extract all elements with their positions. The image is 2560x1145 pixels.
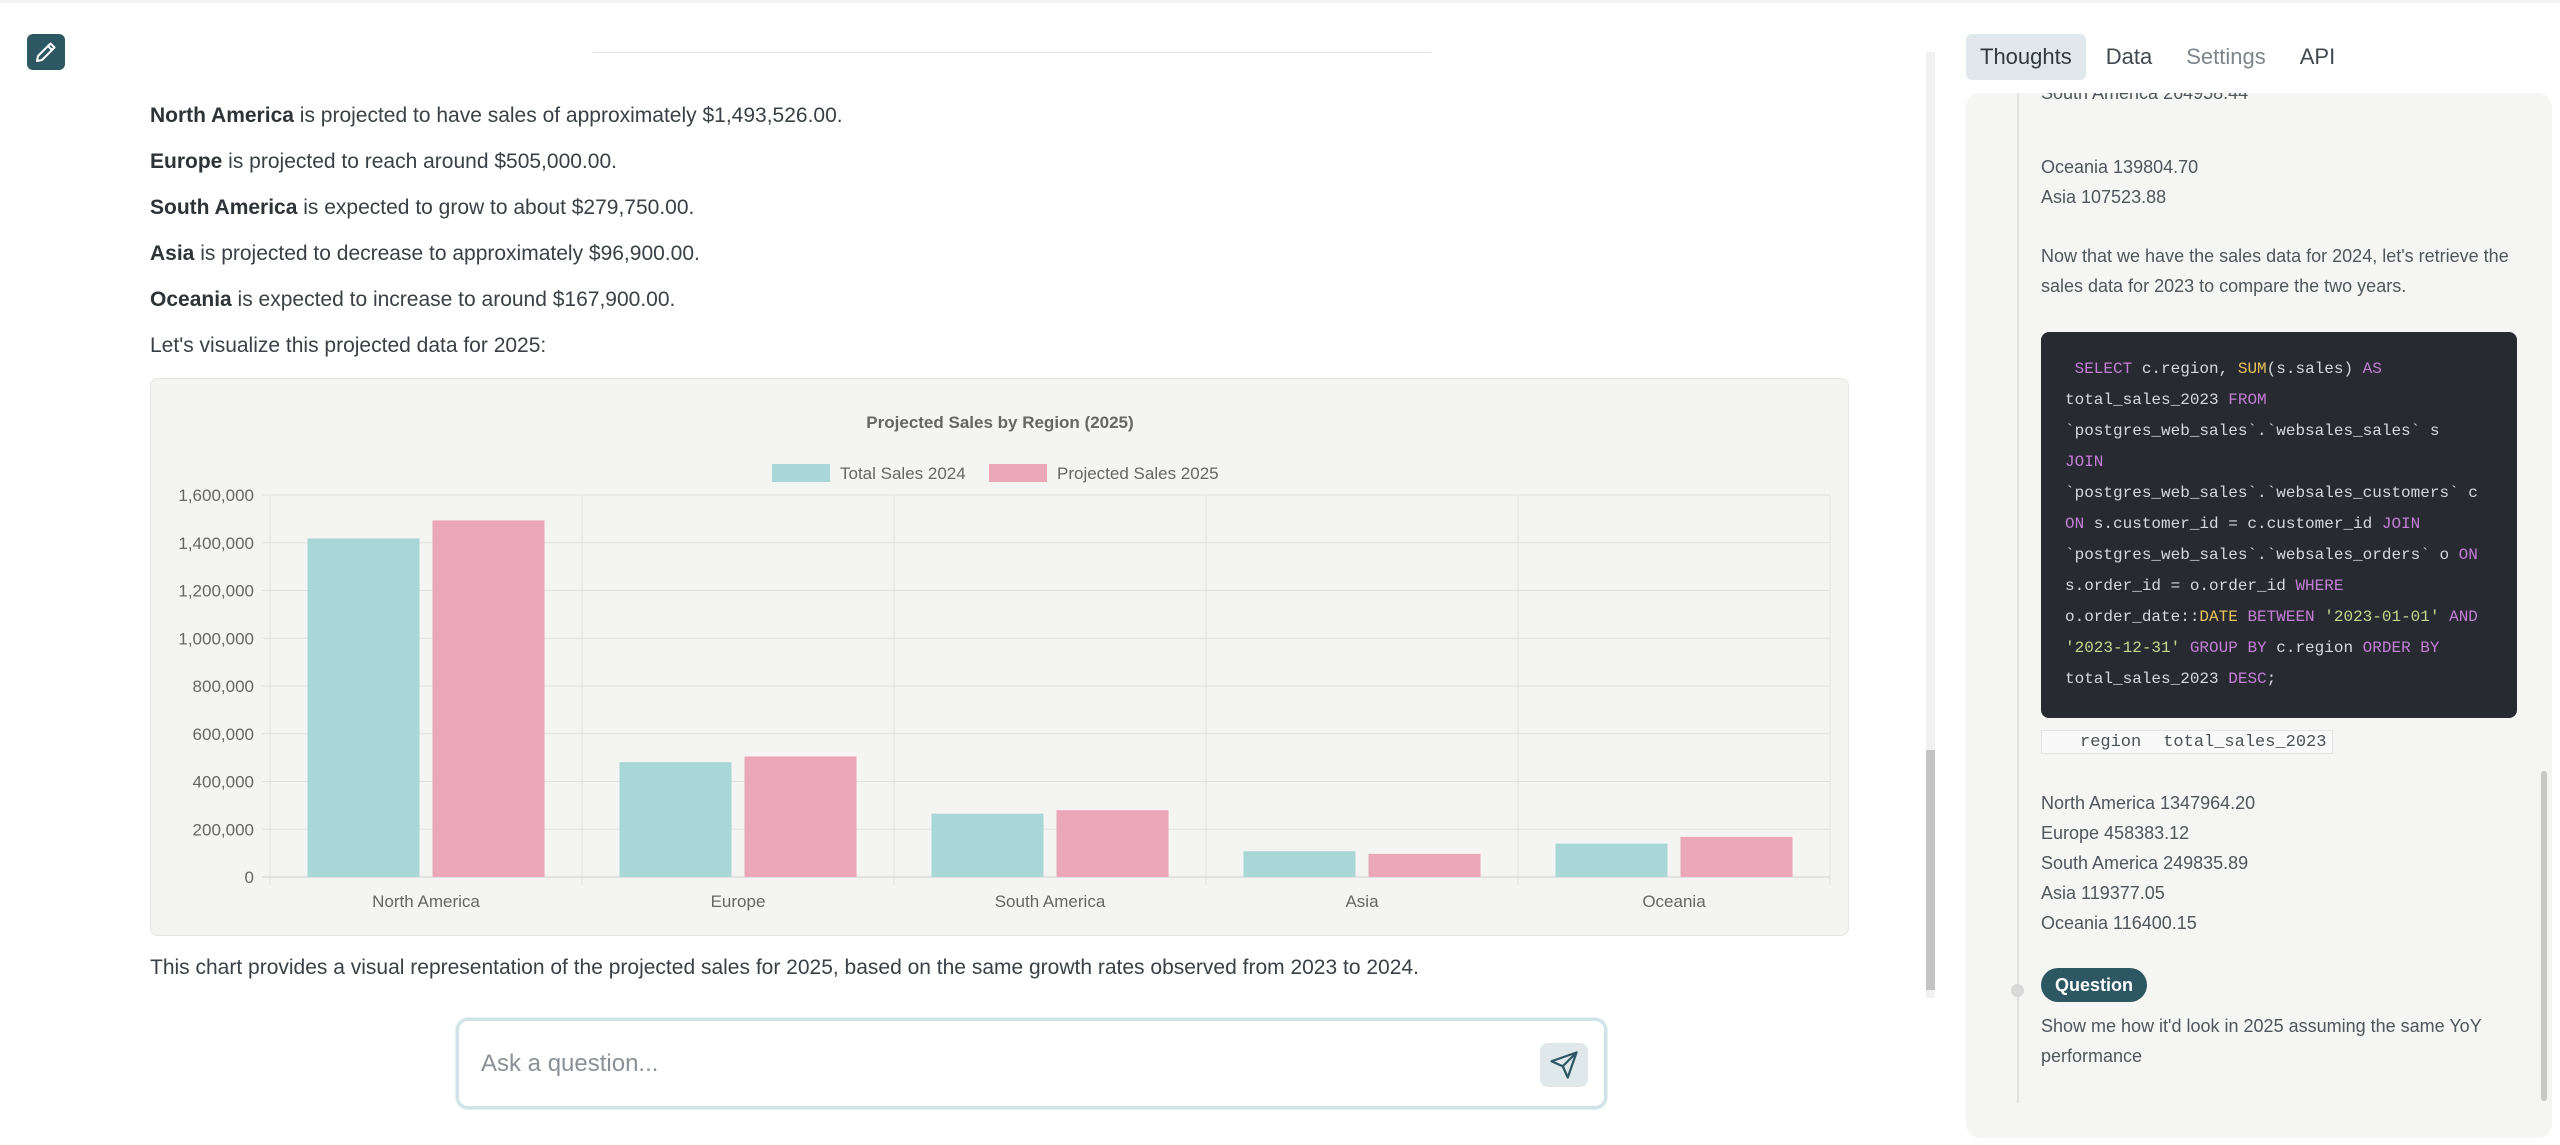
sql-line: `postgres_web_sales`.`websales_customers…	[2065, 484, 2478, 502]
chart-card: Projected Sales by Region (2025) Total Sa…	[150, 378, 1849, 936]
sql-line: total_sales_2023 DESC;	[2065, 670, 2277, 688]
y-tick-label: 600,000	[193, 725, 254, 744]
projection-line-south-america: South America is expected to grow to abo…	[150, 196, 695, 219]
new-chat-button[interactable]	[27, 34, 65, 70]
legend-swatch	[989, 464, 1047, 482]
sql-line: '2023-12-31' GROUP BY c.region ORDER BY	[2065, 639, 2440, 657]
sql-line: JOIN	[2065, 453, 2104, 471]
y-tick-label: 800,000	[193, 677, 254, 696]
result-table-header: region total_sales_2023	[2041, 730, 2334, 754]
message-divider	[593, 52, 1431, 53]
y-tick-label: 0	[245, 868, 254, 887]
question-box	[456, 1018, 1607, 1109]
bar-chart: Projected Sales by Region (2025) Total Sa…	[178, 413, 1831, 911]
bar-sales-2024	[619, 762, 732, 877]
thoughts-panel: South America 264958.44 Oceania 139804.7…	[1966, 93, 2552, 1138]
y-tick-label: 1,600,000	[178, 486, 254, 505]
bar-sales-2024	[931, 813, 1044, 877]
bar-sales-2024	[1555, 843, 1668, 877]
result-line: South America 264958.44	[2041, 93, 2249, 103]
chart-summary-text: This chart provides a visual representat…	[150, 956, 1419, 979]
sql-code-block: SELECT c.region, SUM(s.sales) AS total_sa…	[2041, 332, 2517, 718]
y-tick-label: 1,000,000	[178, 629, 254, 648]
tab-settings[interactable]: Settings	[2186, 44, 2266, 69]
y-tick-label: 1,200,000	[178, 582, 254, 601]
sql-line: o.order_date::DATE BETWEEN '2023-01-01' …	[2065, 608, 2478, 626]
tab-data[interactable]: Data	[2105, 44, 2153, 69]
conversation-area: North America is projected to have sales…	[150, 52, 1935, 1109]
pencil-icon	[36, 42, 56, 62]
timeline-line	[2017, 93, 2019, 1103]
x-category-label: Oceania	[1642, 892, 1706, 911]
send-icon	[1550, 1051, 1578, 1079]
tab-thoughts[interactable]: Thoughts	[1966, 34, 2086, 80]
sql-line: `postgres_web_sales`.`websales_orders` o…	[2065, 546, 2478, 564]
question-input[interactable]	[479, 1039, 1483, 1089]
bar-projected-2025	[1368, 853, 1481, 877]
panel-scrollbar-thumb[interactable]	[2541, 771, 2547, 1101]
result-row: Asia 119377.05	[2041, 883, 2165, 903]
projection-line-asia: Asia is projected to decrease to approxi…	[150, 242, 700, 265]
legend-label: Total Sales 2024	[840, 464, 966, 483]
chart-intro-text: Let's visualize this projected data for …	[150, 334, 547, 357]
top-rule	[0, 0, 2560, 3]
sql-line: total_sales_2023 FROM	[2065, 391, 2267, 409]
projection-line-oceania: Oceania is expected to increase to aroun…	[150, 288, 676, 311]
column-header-region: region	[2080, 732, 2142, 752]
result-line: Asia 107523.88	[2041, 187, 2167, 207]
side-panel-tabs: Thoughts Data Settings API	[1966, 34, 2349, 80]
projection-line-europe: Europe is projected to reach around $505…	[150, 150, 617, 173]
bar-projected-2025	[1680, 836, 1793, 877]
thought-narration: Now that we have the sales data for 2024…	[2041, 246, 2509, 296]
bar-projected-2025	[432, 520, 545, 877]
x-category-label: Europe	[711, 892, 766, 911]
bar-sales-2024	[1243, 851, 1356, 877]
sql-line: s.order_id = o.order_id WHERE	[2065, 577, 2344, 595]
result-row: Europe 458383.12	[2041, 823, 2190, 843]
legend-swatch	[772, 464, 830, 482]
conversation-scrollbar-track[interactable]	[1926, 52, 1935, 998]
column-header-total-sales-2023: total_sales_2023	[2163, 732, 2327, 752]
send-button[interactable]	[1540, 1043, 1588, 1087]
y-tick-label: 200,000	[193, 820, 254, 839]
conversation-scrollbar-thumb[interactable]	[1926, 750, 1935, 990]
result-row: Oceania 116400.15	[2041, 913, 2197, 933]
sql-line: SELECT c.region, SUM(s.sales) AS	[2065, 360, 2382, 378]
chart-title: Projected Sales by Region (2025)	[866, 413, 1133, 432]
result-row: North America 1347964.20	[2041, 793, 2256, 813]
bar-sales-2024	[307, 538, 420, 877]
question-badge: Question	[2041, 968, 2148, 1002]
timeline-dot	[2011, 984, 2024, 997]
bar-projected-2025	[1056, 810, 1169, 877]
bar-projected-2025	[744, 756, 857, 877]
question-text: Show me how it'd look in 2025 assuming t…	[2041, 1016, 2482, 1066]
x-category-label: Asia	[1345, 892, 1379, 911]
projection-line-north-america: North America is projected to have sales…	[150, 104, 843, 127]
y-tick-label: 400,000	[193, 773, 254, 792]
sql-line: `postgres_web_sales`.`websales_sales` s	[2065, 422, 2440, 440]
x-category-label: South America	[995, 892, 1106, 911]
tab-api[interactable]: API	[2299, 44, 2336, 69]
result-row: South America 249835.89	[2041, 853, 2249, 873]
x-category-label: North America	[372, 892, 480, 911]
result-line: Oceania 139804.70	[2041, 157, 2199, 177]
legend-label: Projected Sales 2025	[1057, 464, 1219, 483]
sql-line: ON s.customer_id = c.customer_id JOIN	[2065, 515, 2421, 533]
y-tick-label: 1,400,000	[178, 534, 254, 553]
